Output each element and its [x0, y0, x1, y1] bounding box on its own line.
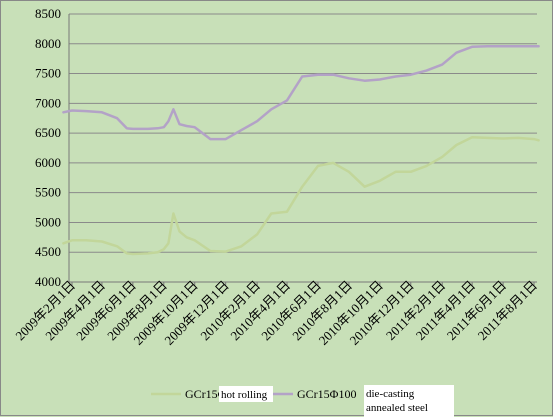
series-line-1	[62, 136, 540, 256]
legend-note-box-2	[364, 385, 454, 417]
legend-note-box-1	[219, 386, 273, 402]
y-tick-label: 7500	[35, 66, 61, 81]
y-tick-label: 8000	[35, 36, 61, 51]
legend-note-1: hot rolling	[221, 389, 268, 401]
y-tick-label: 5500	[35, 185, 61, 200]
y-tick-label: 5000	[35, 214, 61, 229]
legend-note-2: die-casting annealed steel	[366, 388, 428, 414]
y-tick-label: 7000	[35, 95, 61, 110]
y-tick-label: 6500	[35, 125, 61, 140]
legend-label-2: GCr15Φ100	[297, 387, 356, 401]
y-tick-label: 6000	[35, 155, 61, 170]
series-line-2	[62, 44, 540, 141]
y-tick-label: 4500	[35, 244, 61, 259]
y-tick-label: 4000	[35, 274, 61, 289]
y-tick-label: 8500	[35, 6, 61, 21]
